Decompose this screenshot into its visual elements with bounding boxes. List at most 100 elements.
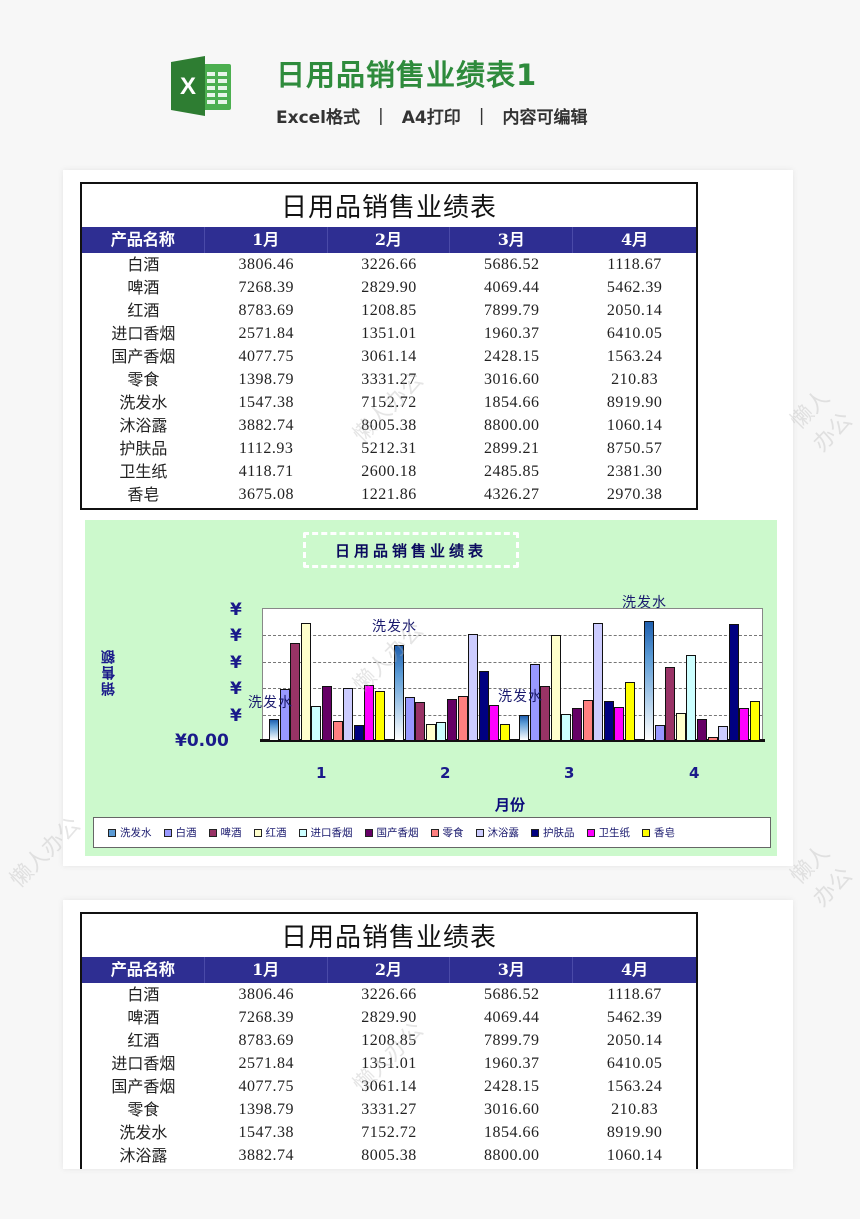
value-cell: 3806.46 [238, 986, 294, 1003]
bar [457, 695, 468, 740]
value-cell: 3882.74 [238, 1147, 294, 1164]
value-cell: 2428.15 [484, 348, 540, 365]
excel-icon: X [171, 56, 231, 116]
value-cell: 2600.18 [361, 463, 417, 480]
product-name-cell: 白酒 [127, 985, 160, 1004]
value-cell: 4077.75 [238, 348, 294, 365]
product-name-cell: 沐浴露 [119, 1146, 168, 1165]
value-cell: 3226.66 [361, 256, 417, 273]
legend-item: 啤酒 [208, 825, 242, 840]
product-name-cell: 红酒 [127, 1031, 160, 1050]
bar [529, 664, 540, 740]
value-cell: 1547.38 [238, 394, 294, 411]
table-row: 卫生纸 4118.71 2600.18 2485.85 2381.30 [82, 460, 696, 483]
bar [300, 623, 311, 740]
value-cell: 210.83 [611, 1101, 659, 1118]
table-header: 产品名称 1月 2月 3月 4月 [82, 227, 696, 253]
value-cell: 2899.21 [484, 440, 540, 457]
x-axis-label: 月份 [495, 796, 526, 814]
value-cell: 2571.84 [238, 1055, 294, 1072]
bar [582, 699, 593, 740]
bar [269, 719, 279, 740]
value-cell: 5462.39 [606, 1009, 663, 1026]
value-cell: 1060.14 [606, 1147, 663, 1164]
value-cell: 1351.01 [361, 1055, 417, 1072]
product-name-cell: 红酒 [127, 301, 160, 320]
bar [290, 643, 301, 740]
preview-page-2: 日用品销售业绩表 产品名称 1月 2月 3月 4月 白酒 3806.46 3226.… [63, 900, 793, 1169]
bar [572, 707, 582, 740]
value-cell: 1563.24 [606, 1078, 663, 1095]
x-axis-line [260, 739, 765, 742]
legend-item: 国产香烟 [364, 825, 419, 840]
legend-label: 啤酒 [220, 827, 242, 839]
legend-label: 沐浴露 [487, 827, 520, 839]
value-cell: 8783.69 [238, 302, 294, 319]
bar [478, 670, 489, 740]
product-name-cell: 啤酒 [127, 278, 160, 297]
bar [697, 719, 707, 740]
bar [415, 702, 426, 740]
bar [375, 691, 385, 740]
value-cell: 3226.66 [361, 986, 417, 1003]
value-cell: 1563.24 [606, 348, 663, 365]
bar [654, 725, 665, 740]
value-cell: 1118.67 [607, 986, 662, 1003]
legend-label: 零食 [442, 827, 464, 839]
value-cell: 3061.14 [361, 348, 417, 365]
value-cell: 2485.85 [484, 463, 540, 480]
value-cell: 1854.66 [484, 394, 540, 411]
bar [500, 723, 510, 740]
value-cell: 4118.71 [238, 463, 294, 480]
page-title: 日用品销售业绩表1 [276, 58, 538, 92]
table-row: 沐浴露 3882.74 8005.38 8800.00 1060.14 [82, 1144, 696, 1167]
product-name-cell: 零食 [127, 1100, 160, 1119]
table-row: 国产香烟 4077.75 3061.14 2428.15 1563.24 [82, 345, 696, 368]
value-cell: 1398.79 [238, 1101, 294, 1118]
value-cell: 1960.37 [484, 1055, 540, 1072]
feature-tags: Excel格式 | A4打印 | 内容可编辑 [276, 103, 587, 129]
sales-table: 日用品销售业绩表 产品名称 1月 2月 3月 4月 白酒 3806.46 3226.… [80, 912, 698, 1169]
gridline [263, 662, 762, 663]
value-cell: 3016.60 [484, 371, 540, 388]
y-tick: ¥ [230, 600, 242, 620]
value-cell: 8783.69 [238, 1032, 294, 1049]
gridline [263, 688, 762, 689]
column-header: 2月 [328, 957, 451, 983]
value-cell: 1060.14 [606, 417, 663, 434]
bar [311, 705, 322, 740]
legend-item: 香皂 [642, 825, 675, 840]
value-cell: 3331.27 [361, 371, 417, 388]
legend-swatch-icon [430, 828, 439, 837]
bar [519, 715, 529, 740]
value-cell: 3806.46 [238, 256, 294, 273]
value-cell: 4069.44 [484, 279, 540, 296]
bar [675, 712, 686, 740]
legend-item: 沐浴露 [475, 825, 520, 840]
value-cell: 2829.90 [361, 279, 417, 296]
bar [322, 685, 332, 740]
product-name-cell: 进口香烟 [111, 1054, 176, 1073]
table-header: 产品名称 1月 2月 3月 4月 [82, 957, 696, 983]
product-name-cell: 洗发水 [119, 1123, 168, 1142]
value-cell: 7268.39 [238, 1009, 294, 1026]
preview-page-1: 日用品销售业绩表 产品名称 1月 2月 3月 4月 白酒 3806.46 3226.… [63, 170, 793, 866]
value-cell: 1854.66 [484, 1124, 540, 1141]
bar [332, 721, 343, 740]
column-header: 3月 [450, 957, 574, 983]
value-cell: 5686.52 [484, 256, 540, 273]
value-cell: 2829.90 [361, 1009, 417, 1026]
bar [540, 685, 551, 740]
separator: | [378, 105, 384, 126]
bar [625, 682, 635, 740]
x-tick: 3 [564, 764, 575, 782]
product-name-cell: 香皂 [127, 485, 160, 504]
bar [707, 737, 718, 740]
x-tick: 4 [689, 764, 700, 782]
column-header: 2月 [328, 227, 451, 253]
bar [614, 706, 625, 740]
legend-swatch-icon [642, 828, 650, 837]
product-name-cell: 沐浴露 [119, 416, 168, 435]
y-tick: ¥ [230, 706, 242, 726]
table-row: 啤酒 7268.39 2829.90 4069.44 5462.39 [82, 276, 696, 299]
